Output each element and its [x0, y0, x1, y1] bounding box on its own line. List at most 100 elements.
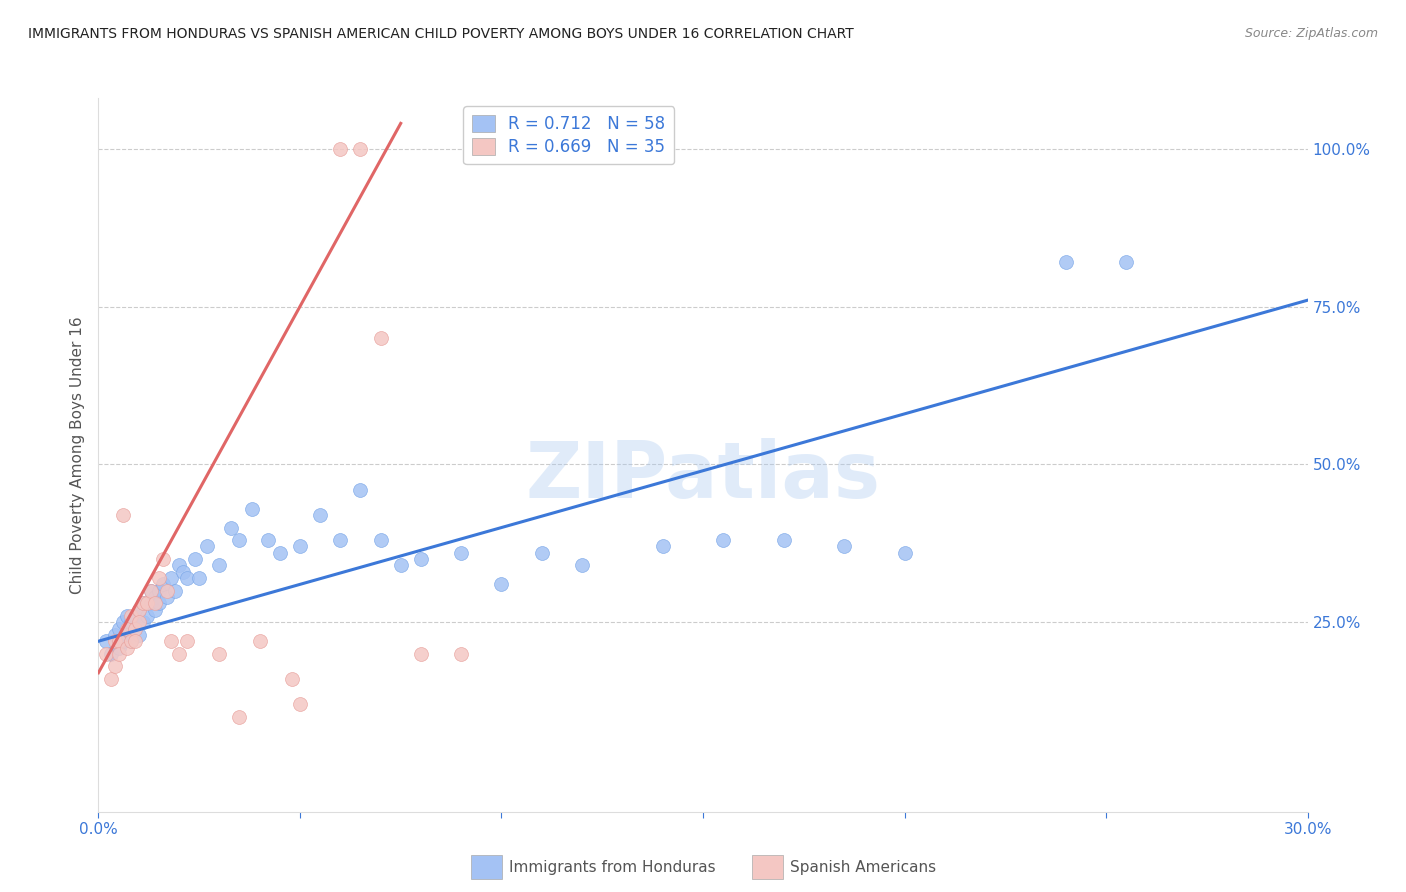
Point [208, 558, 231, 573]
Point [148, 571, 170, 585]
Point [100, 672, 122, 686]
Point [208, 647, 231, 661]
Y-axis label: Child Poverty Among Boys Under 16: Child Poverty Among Boys Under 16 [69, 316, 84, 594]
Point [100, 647, 122, 661]
Point [115, 628, 138, 642]
Point [139, 583, 162, 598]
Point [115, 609, 138, 624]
Point [256, 533, 278, 548]
Point [1054, 255, 1077, 269]
Point [167, 558, 190, 573]
Point [111, 508, 134, 522]
Text: Source: ZipAtlas.com: Source: ZipAtlas.com [1244, 27, 1378, 40]
Point [409, 552, 432, 566]
Point [711, 533, 734, 548]
Point [139, 583, 162, 598]
Point [139, 596, 162, 610]
Point [107, 622, 129, 636]
Point [450, 546, 472, 560]
Point [128, 628, 150, 642]
Point [148, 596, 170, 610]
Point [132, 596, 155, 610]
Point [1115, 255, 1137, 269]
Point [160, 634, 183, 648]
Point [329, 533, 352, 548]
Text: Spanish Americans: Spanish Americans [790, 860, 936, 874]
Point [156, 590, 179, 604]
Point [143, 590, 166, 604]
Point [409, 647, 432, 661]
Point [107, 647, 129, 661]
Point [152, 552, 174, 566]
Point [221, 520, 243, 534]
Point [143, 596, 166, 610]
Point [309, 508, 332, 522]
Point [651, 540, 673, 554]
Point [107, 640, 129, 655]
Point [124, 622, 146, 636]
Point [249, 634, 271, 648]
Point [120, 634, 142, 648]
Legend: R = 0.712   N = 58, R = 0.669   N = 35: R = 0.712 N = 58, R = 0.669 N = 35 [464, 106, 673, 164]
Point [128, 615, 150, 630]
Point [120, 634, 142, 648]
Point [571, 558, 593, 573]
Point [115, 640, 138, 655]
Point [124, 609, 146, 624]
Point [491, 577, 513, 591]
Point [96, 647, 118, 661]
Point [148, 583, 170, 598]
Point [156, 583, 179, 598]
Point [288, 698, 311, 712]
Point [160, 571, 183, 585]
Point [288, 540, 311, 554]
Point [370, 533, 392, 548]
Point [128, 602, 150, 616]
Point [115, 622, 138, 636]
Point [103, 634, 125, 648]
Point [167, 647, 190, 661]
Point [132, 615, 155, 630]
Point [120, 615, 142, 630]
Point [389, 558, 412, 573]
Point [269, 546, 291, 560]
Point [349, 483, 371, 497]
Point [772, 533, 794, 548]
Point [240, 501, 263, 516]
Point [143, 602, 166, 616]
Point [103, 628, 125, 642]
Point [281, 672, 304, 686]
Point [228, 710, 250, 724]
Text: IMMIGRANTS FROM HONDURAS VS SPANISH AMERICAN CHILD POVERTY AMONG BOYS UNDER 16 C: IMMIGRANTS FROM HONDURAS VS SPANISH AMER… [28, 27, 853, 41]
Point [135, 596, 157, 610]
Point [329, 142, 352, 156]
Point [163, 583, 186, 598]
Point [195, 540, 218, 554]
Point [120, 609, 142, 624]
Point [370, 331, 392, 345]
Text: ZIPatlas: ZIPatlas [526, 438, 880, 515]
Point [152, 577, 174, 591]
Point [176, 634, 198, 648]
Point [132, 596, 155, 610]
Point [228, 533, 250, 548]
Point [96, 634, 118, 648]
Point [111, 634, 134, 648]
Point [176, 571, 198, 585]
Point [135, 609, 157, 624]
Point [184, 552, 207, 566]
Point [349, 142, 371, 156]
Point [832, 540, 855, 554]
Point [530, 546, 553, 560]
Point [893, 546, 915, 560]
Point [111, 615, 134, 630]
Point [107, 634, 129, 648]
Point [124, 634, 146, 648]
Point [128, 602, 150, 616]
Text: Immigrants from Honduras: Immigrants from Honduras [509, 860, 716, 874]
Point [450, 647, 472, 661]
Point [103, 659, 125, 673]
Point [172, 565, 194, 579]
Point [188, 571, 211, 585]
Point [124, 622, 146, 636]
